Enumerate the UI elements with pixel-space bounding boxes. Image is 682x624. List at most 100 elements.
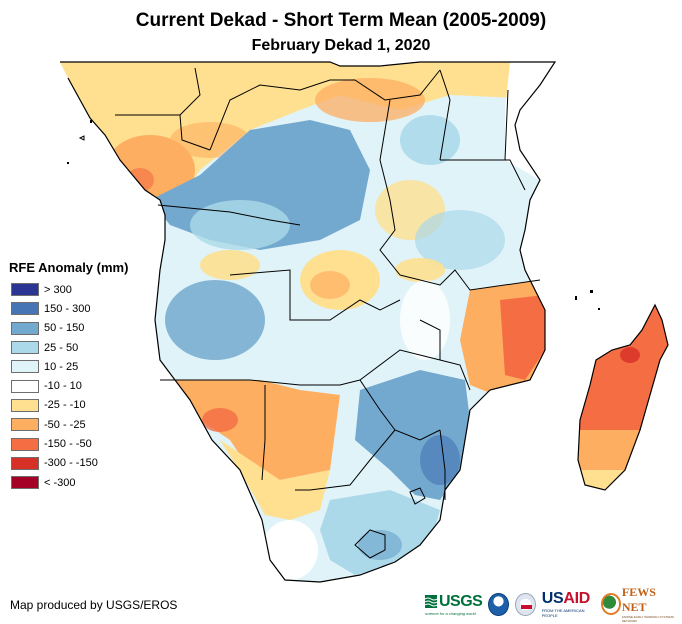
legend-label: -300 - -150 — [44, 457, 98, 470]
legend-label: -150 - -50 — [44, 438, 92, 451]
map-subtitle: February Dekad 1, 2020 — [251, 37, 431, 54]
island — [90, 120, 92, 123]
usgs-name: USGS — [439, 592, 483, 610]
legend-swatch — [11, 476, 39, 490]
border-line — [179, 67, 201, 116]
africa-coastline — [60, 61, 557, 583]
rainfall-anomaly-map — [60, 61, 669, 583]
legend-swatch — [11, 341, 39, 355]
legend-swatch — [11, 398, 39, 412]
anomaly-zone-uganda-wet — [400, 115, 460, 165]
madagascar-coastline — [577, 303, 669, 491]
usaid-seal-icon — [515, 592, 536, 616]
anomaly-zone-zambia-core — [310, 271, 350, 299]
border-line — [295, 429, 396, 491]
fews-name: FEWS NET — [621, 585, 656, 614]
legend-item: 25 - 50 — [9, 338, 128, 357]
anomaly-zone-angola-wet — [165, 280, 265, 360]
border-line — [419, 319, 441, 360]
legend-item: 150 - 300 — [9, 299, 128, 318]
legend-label: -25 - -10 — [44, 399, 86, 412]
anomaly-zone-namibia-dry — [155, 380, 340, 480]
legend-item: -150 - -50 — [9, 434, 128, 453]
legend-label: 50 - 150 — [44, 322, 85, 335]
border-line — [359, 349, 441, 381]
border-line — [440, 159, 526, 191]
island — [598, 308, 600, 310]
usgs-logo: USGS science for a changing world — [425, 592, 483, 616]
island — [575, 296, 577, 300]
usaid-us: US — [541, 590, 564, 607]
border-line — [439, 69, 451, 161]
usgs-waves-icon — [425, 595, 437, 608]
usaid-tagline: FROM THE AMERICAN PEOPLE — [541, 608, 585, 618]
border-line — [261, 385, 266, 481]
legend-label: -10 - 10 — [44, 380, 82, 393]
legend-label: -50 - -25 — [44, 418, 86, 431]
anomaly-zone-congo-light — [190, 200, 290, 250]
legend-swatch — [11, 283, 39, 297]
fews-tagline: FAMINE EARLY WARNING SYSTEMS NETWORK — [621, 615, 674, 623]
legend-label: 150 - 300 — [44, 302, 91, 315]
island — [590, 290, 593, 293]
legend-title: RFE Anomaly (mm) — [9, 260, 129, 275]
legend-swatch — [11, 302, 39, 316]
legend-swatch — [11, 437, 39, 451]
anomaly-zone-namibia-core — [202, 408, 238, 432]
border-line — [399, 269, 541, 291]
logo-bar: USGS science for a changing world USAID … — [425, 585, 682, 623]
border-line — [157, 204, 301, 226]
anomaly-zone-angola-dry — [200, 250, 260, 280]
usgs-tagline: science for a changing world — [425, 610, 476, 616]
fews-net-logo: FEWS NET FAMINE EARLY WARNING SYSTEMS NE… — [600, 585, 682, 623]
legend-item: > 300 — [9, 280, 128, 299]
anomaly-zone-mozambique-core — [500, 295, 545, 380]
legend-item: -300 - -150 — [9, 454, 128, 473]
eswatini-border — [409, 487, 426, 505]
anomaly-zone-south-africa-core — [358, 530, 402, 560]
border-line — [379, 99, 401, 276]
islands — [67, 120, 600, 310]
border-line — [229, 269, 401, 321]
legend-label: 25 - 50 — [44, 341, 79, 354]
legend: RFE Anomaly (mm) > 300 150 - 300 50 - 150 2… — [9, 260, 128, 492]
legend-label: < -300 — [44, 476, 76, 489]
border-line — [209, 79, 355, 151]
anomaly-field — [60, 62, 555, 580]
legend-item: -50 - -25 — [9, 415, 128, 434]
credit-text: Map produced by USGS/EROS — [10, 598, 178, 612]
anomaly-zone-malawi-light — [400, 280, 450, 360]
noaa-logo-icon — [488, 592, 510, 616]
anomaly-zone-tanzania-dry — [395, 258, 445, 282]
legend-swatch — [11, 379, 39, 393]
usaid-aid: AID — [563, 590, 590, 607]
map-title: Current Dekad - Short Term Mean (2005-20… — [135, 10, 547, 31]
border-line — [504, 89, 509, 161]
globe-icon — [600, 593, 621, 615]
legend-item: -10 - 10 — [9, 376, 128, 395]
anomaly-zone-south-africa-west — [262, 520, 318, 580]
island — [78, 135, 85, 141]
usaid-logo: USAID FROM THE AMERICAN PEOPLE — [542, 590, 595, 618]
legend-swatch — [11, 321, 39, 335]
legend-swatch — [11, 456, 39, 470]
border-line — [439, 359, 471, 391]
legend-item: 10 - 25 — [9, 357, 128, 376]
anomaly-zone-somalia-neutral — [505, 62, 555, 180]
legend-item: 50 - 150 — [9, 319, 128, 338]
legend-swatch — [11, 418, 39, 432]
anomaly-zone-central-african-dry — [315, 78, 425, 122]
anomaly-zone-mozambique-south-wet — [420, 435, 460, 485]
anomaly-zone-tanzania-mixed — [415, 210, 505, 270]
border-line — [160, 379, 361, 386]
country-borders — [115, 67, 541, 559]
anomaly-zone-madagascar-north — [620, 347, 640, 363]
island — [67, 162, 69, 164]
border-line — [115, 114, 211, 151]
legend-swatch — [11, 360, 39, 374]
legend-label: > 300 — [44, 283, 72, 296]
lesotho-border — [354, 529, 386, 559]
legend-item: < -300 — [9, 473, 128, 492]
anomaly-zone-namibia-margin — [220, 440, 330, 520]
legend-label: 10 - 25 — [44, 360, 79, 373]
